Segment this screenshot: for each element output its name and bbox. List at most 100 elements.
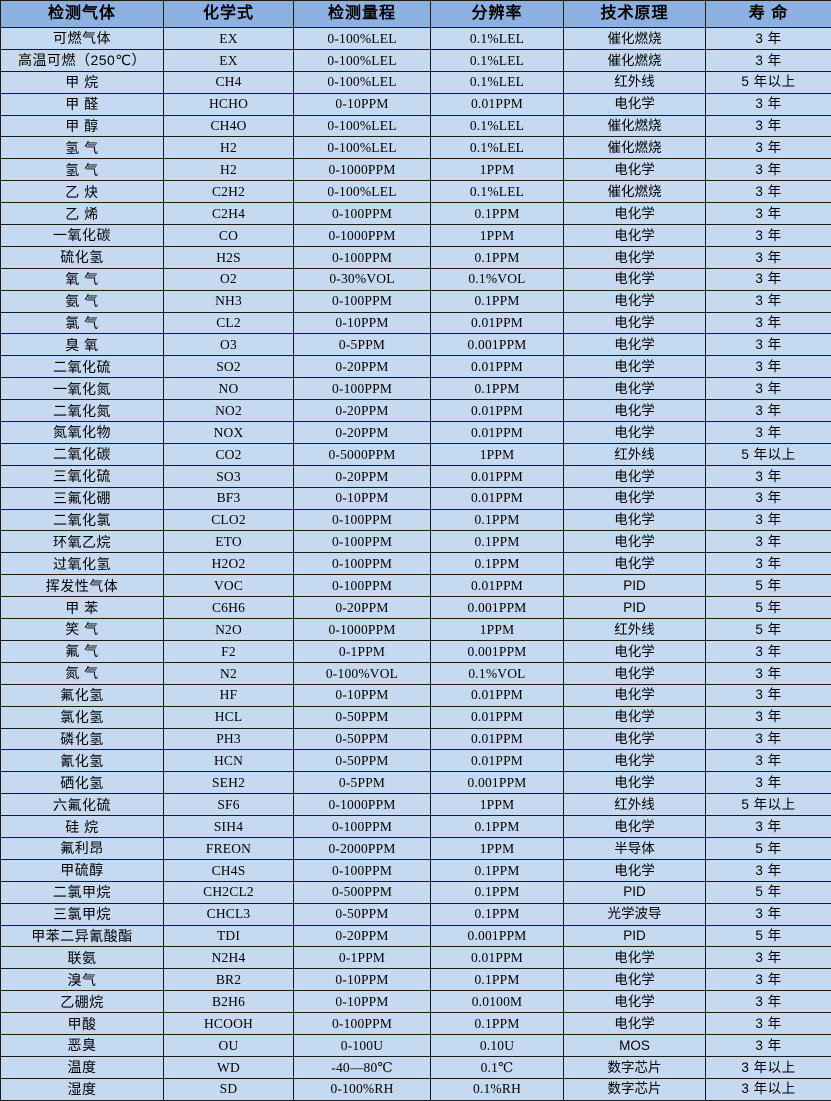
cell-gas: 甲 苯 [1, 597, 164, 619]
cell-technology: 催化燃烧 [564, 181, 706, 203]
cell-gas: 氢 气 [1, 137, 164, 159]
cell-resolution: 0.01PPM [431, 400, 564, 422]
table-header-row: 检测气体 化学式 检测量程 分辨率 技术原理 寿 命 [1, 1, 831, 28]
cell-formula: SO2 [164, 356, 294, 378]
cell-resolution: 0.01PPM [431, 422, 564, 444]
cell-lifespan: 3 年 [706, 268, 831, 290]
cell-resolution: 0.1PPM [431, 509, 564, 531]
cell-formula: SEH2 [164, 772, 294, 794]
column-header-formula: 化学式 [164, 1, 294, 28]
cell-range: 0-100%LEL [294, 115, 431, 137]
cell-range: 0-50PPM [294, 728, 431, 750]
cell-technology: 红外线 [564, 443, 706, 465]
cell-gas: 挥发性气体 [1, 575, 164, 597]
cell-lifespan: 3 年 [706, 378, 831, 400]
cell-range: 0-100%LEL [294, 49, 431, 71]
cell-lifespan: 5 年以上 [706, 71, 831, 93]
cell-lifespan: 3 年 [706, 816, 831, 838]
cell-formula: EX [164, 28, 294, 50]
cell-technology: 电化学 [564, 728, 706, 750]
cell-resolution: 0.1PPM [431, 203, 564, 225]
cell-range: 0-100PPM [294, 816, 431, 838]
cell-lifespan: 3 年 [706, 947, 831, 969]
cell-gas: 磷化氢 [1, 728, 164, 750]
cell-gas: 联氨 [1, 947, 164, 969]
cell-gas: 恶臭 [1, 1034, 164, 1056]
cell-gas: 乙硼烷 [1, 991, 164, 1013]
cell-technology: 红外线 [564, 619, 706, 641]
cell-formula: CO [164, 225, 294, 247]
cell-formula: OU [164, 1034, 294, 1056]
cell-range: 0-20PPM [294, 400, 431, 422]
cell-range: 0-5PPM [294, 334, 431, 356]
cell-lifespan: 3 年 [706, 312, 831, 334]
cell-range: 0-100%LEL [294, 71, 431, 93]
cell-technology: 催化燃烧 [564, 137, 706, 159]
cell-resolution: 0.01PPM [431, 465, 564, 487]
cell-gas: 臭 氧 [1, 334, 164, 356]
cell-resolution: 0.1%LEL [431, 49, 564, 71]
cell-technology: 电化学 [564, 1013, 706, 1035]
cell-gas: 甲 烷 [1, 71, 164, 93]
cell-technology: 催化燃烧 [564, 28, 706, 50]
cell-lifespan: 3 年 [706, 640, 831, 662]
cell-gas: 氮氧化物 [1, 422, 164, 444]
cell-resolution: 0.1PPM [431, 290, 564, 312]
cell-range: 0-100PPM [294, 575, 431, 597]
cell-formula: N2 [164, 662, 294, 684]
cell-range: 0-1000PPM [294, 794, 431, 816]
cell-lifespan: 3 年 [706, 28, 831, 50]
cell-resolution: 1PPM [431, 794, 564, 816]
cell-range: 0-100PPM [294, 203, 431, 225]
cell-range: 0-100%LEL [294, 137, 431, 159]
cell-lifespan: 3 年 [706, 465, 831, 487]
cell-gas: 笑 气 [1, 619, 164, 641]
cell-gas: 乙 烯 [1, 203, 164, 225]
cell-technology: 电化学 [564, 662, 706, 684]
cell-technology: 电化学 [564, 268, 706, 290]
cell-technology: 电化学 [564, 706, 706, 728]
cell-range: 0-10PPM [294, 93, 431, 115]
cell-formula: SIH4 [164, 816, 294, 838]
cell-range: 0-100PPM [294, 531, 431, 553]
cell-formula: FREON [164, 837, 294, 859]
cell-technology: PID [564, 925, 706, 947]
cell-lifespan: 3 年 [706, 1013, 831, 1035]
cell-gas: 六氟化硫 [1, 794, 164, 816]
cell-range: 0-100PPM [294, 378, 431, 400]
cell-resolution: 0.1PPM [431, 903, 564, 925]
cell-gas: 甲酸 [1, 1013, 164, 1035]
cell-gas: 氮 气 [1, 662, 164, 684]
cell-lifespan: 3 年 [706, 356, 831, 378]
cell-resolution: 0.1PPM [431, 859, 564, 881]
cell-technology: 催化燃烧 [564, 115, 706, 137]
cell-range: 0-100PPM [294, 509, 431, 531]
cell-lifespan: 5 年 [706, 575, 831, 597]
cell-formula: B2H6 [164, 991, 294, 1013]
cell-lifespan: 3 年 [706, 246, 831, 268]
column-header-range: 检测量程 [294, 1, 431, 28]
cell-lifespan: 3 年 [706, 1034, 831, 1056]
cell-range: 0-10PPM [294, 684, 431, 706]
cell-lifespan: 3 年 [706, 859, 831, 881]
cell-range: 0-100PPM [294, 859, 431, 881]
cell-resolution: 0.001PPM [431, 772, 564, 794]
cell-formula: HCOOH [164, 1013, 294, 1035]
cell-gas: 三氯甲烷 [1, 903, 164, 925]
cell-range: 0-100%LEL [294, 28, 431, 50]
cell-range: 0-1000PPM [294, 619, 431, 641]
table-header: 检测气体 化学式 检测量程 分辨率 技术原理 寿 命 [1, 1, 831, 28]
